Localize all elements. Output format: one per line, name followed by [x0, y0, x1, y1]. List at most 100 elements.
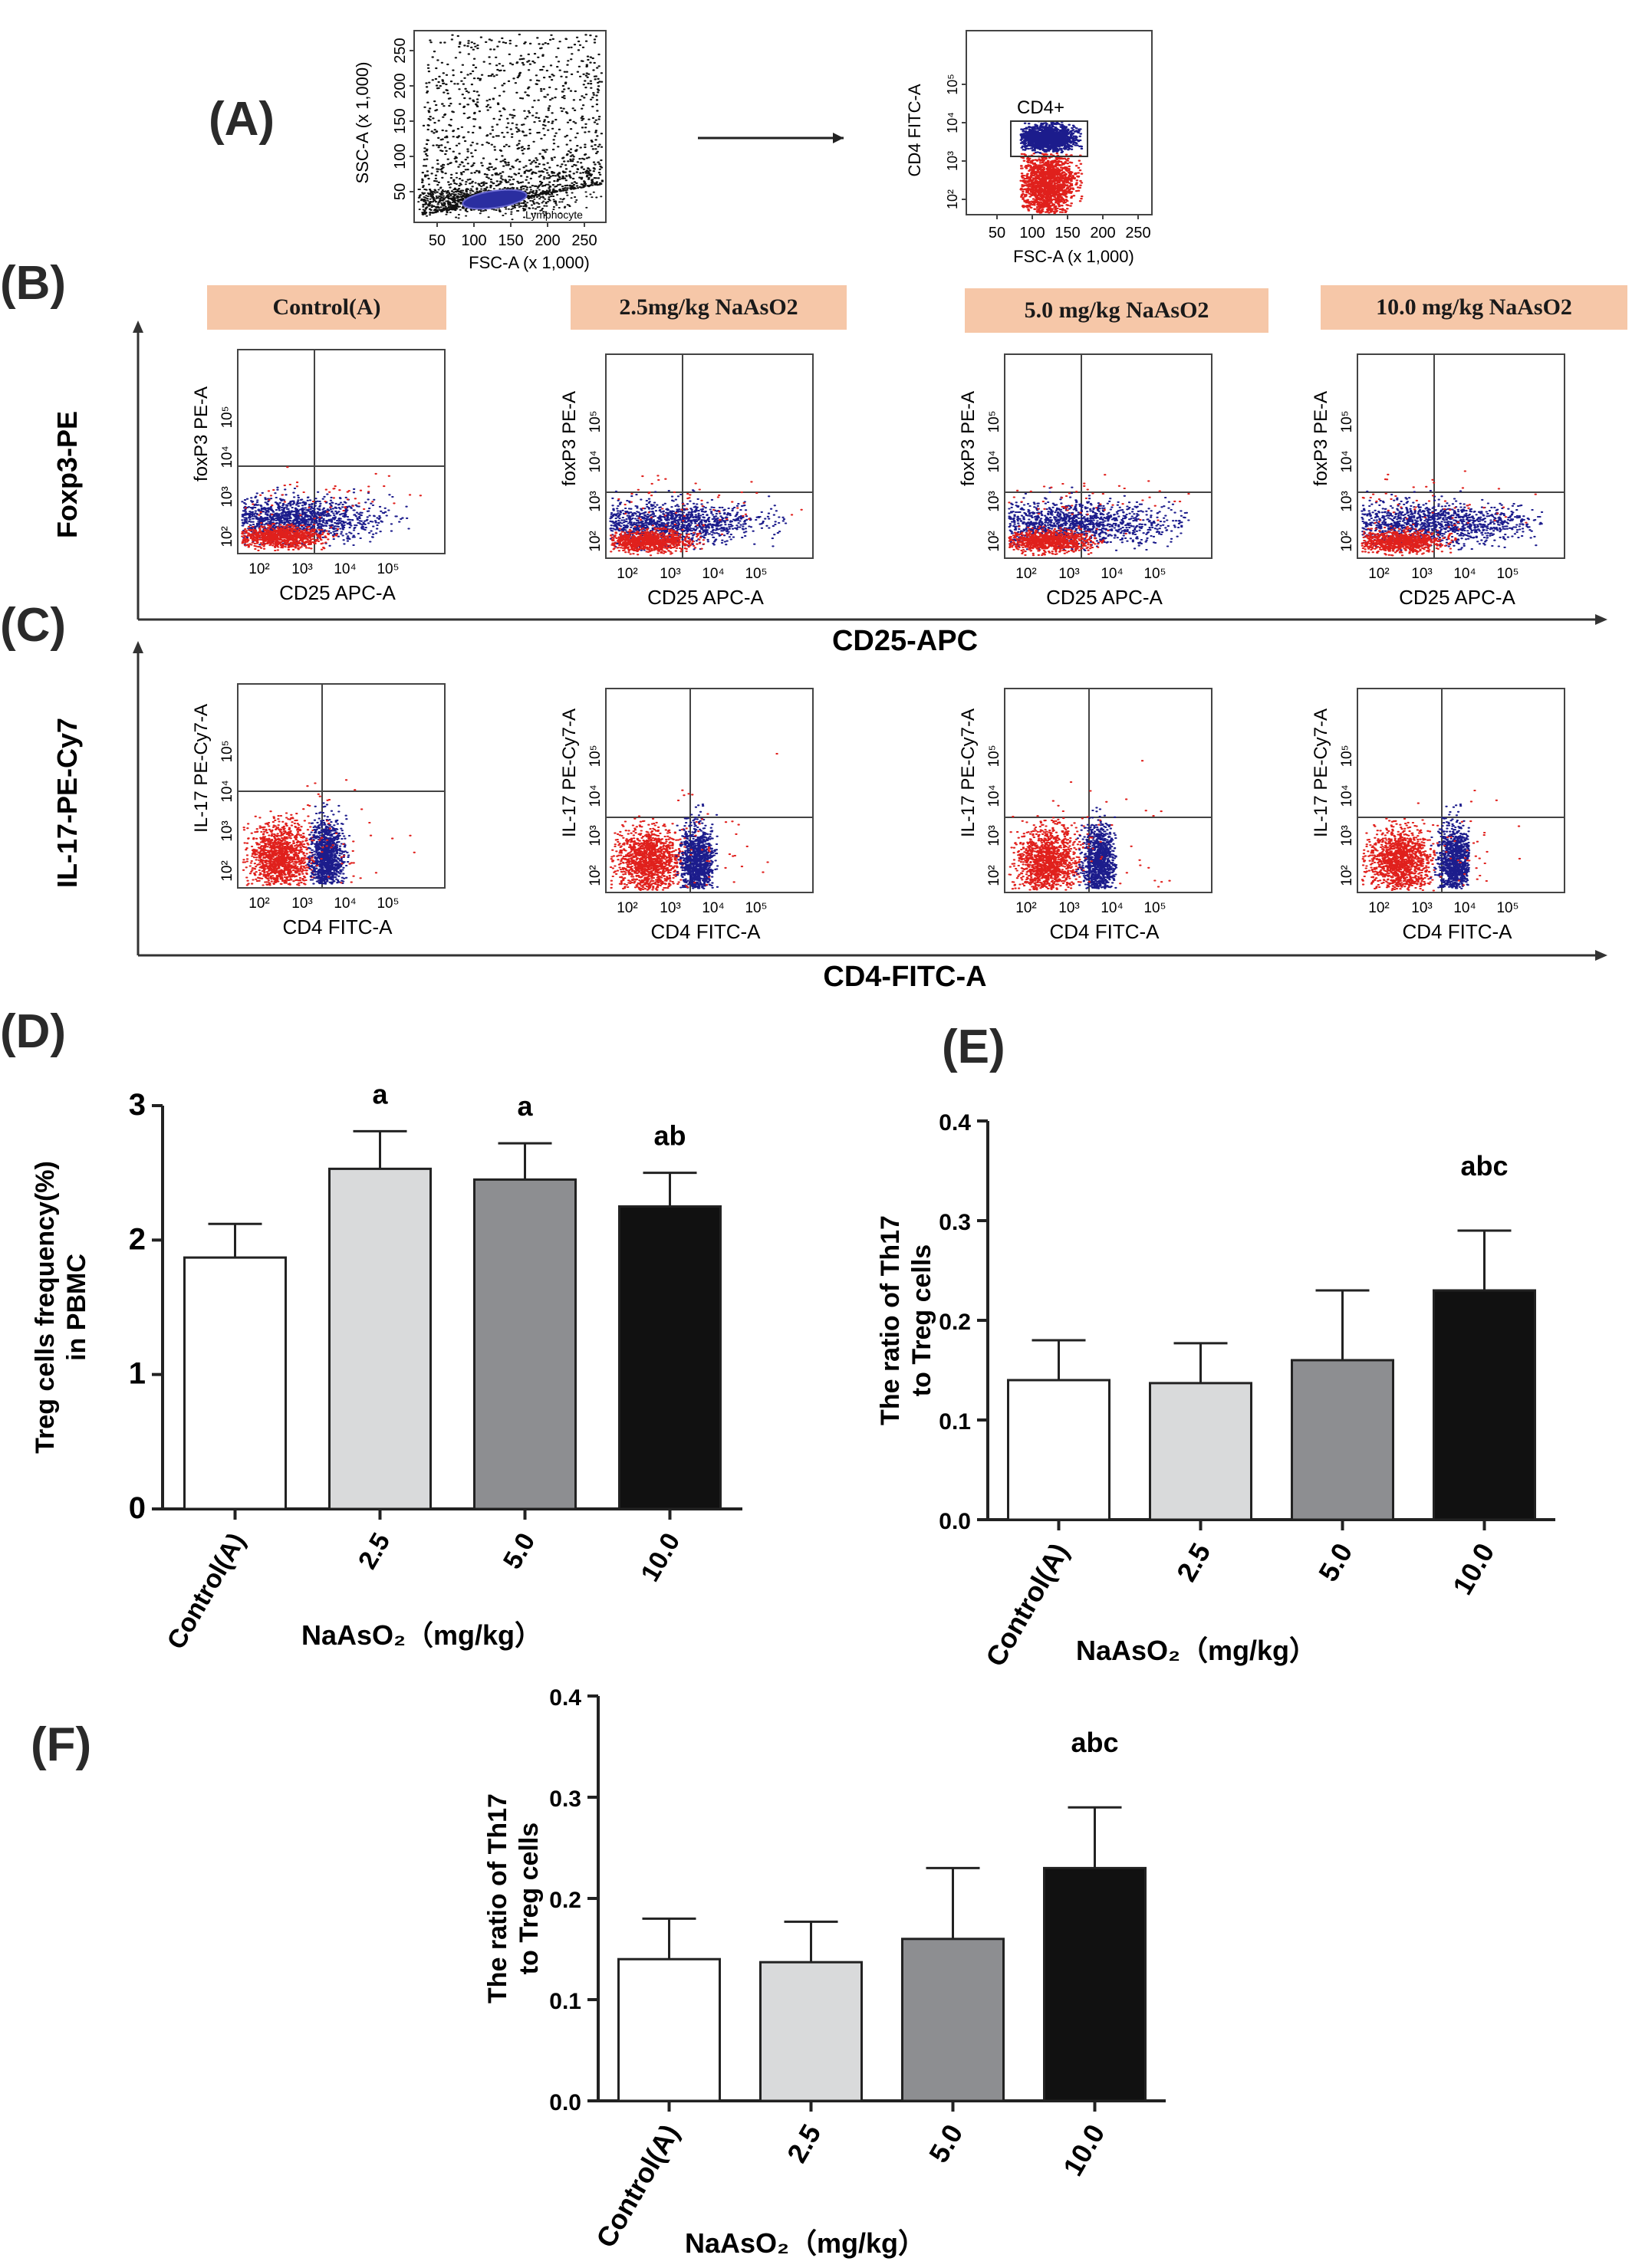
y-axis-label: The ratio of Th17: [876, 1215, 905, 1425]
y-tick-label: 250: [392, 38, 409, 63]
x-tick-label: 150: [1055, 225, 1080, 242]
y-tick-label: 10²: [986, 865, 1002, 886]
y-tick-label: 10³: [219, 820, 235, 841]
y-axis-label: Treg cells frequency(%): [31, 1161, 60, 1454]
y-tick-label: 10⁴: [219, 780, 235, 802]
x-tick-label: 10²: [248, 561, 269, 577]
y-axis-label: SSC-A (x 1,000): [353, 62, 372, 184]
plot-x-label: CD4 FITC-A: [283, 915, 393, 938]
bar: [1433, 1289, 1536, 1521]
bar: [328, 1167, 432, 1510]
y-tick-label: 10³: [945, 151, 960, 171]
panel-letter-f: (F): [31, 1718, 92, 1771]
red-population-dots: [1361, 817, 1436, 892]
y-tick-label: 10⁵: [1339, 410, 1355, 432]
x-tick-label: 10⁵: [377, 561, 399, 577]
plot-y-label: IL-17 PE-Cy7-A: [191, 704, 212, 833]
y-tick-label: 10²: [587, 531, 604, 551]
x-tick-label: 200: [1090, 225, 1115, 242]
x-tick-label: 10³: [1058, 566, 1079, 582]
plot-y-label: foxP3 PE-A: [1311, 391, 1331, 486]
panel-c: IL-17-PE-Cy7 CD4-FITC-A 10² 10² 10³ 10³ 10⁴ 10⁴…: [51, 641, 1607, 989]
x-tick-label: 10³: [291, 896, 312, 912]
y-tick-label: 10²: [945, 189, 960, 209]
red-population-dots: [609, 815, 685, 891]
group-tag-10-0: 10.0 mg/kg NaAsO2: [1321, 285, 1627, 330]
y-axis-label-line2: in PBMC: [62, 1254, 91, 1361]
group-tag-5-0: 5.0 mg/kg NaAsO2: [965, 288, 1268, 333]
blue-population-dots: [241, 486, 410, 547]
bar-chart-body: 0.0 0.1 0.2 0.3 0.4 Control(A) 2.5 5.0 abc 10.0 Th…: [483, 1685, 1166, 2259]
plot-x-label: CD25 APC-A: [647, 586, 764, 609]
y-tick-label: 10⁴: [587, 784, 604, 807]
x-axis-arrowhead: [1595, 950, 1607, 961]
x-tick-label: 10⁴: [1101, 566, 1123, 582]
bar-chart-d: 0 1 2 3 Control(A) a 2.5 a 5.0 ab 10.0 Treg cells f…: [31, 1078, 742, 1655]
y-tick-label: 10²: [986, 531, 1002, 551]
x-tick-label: 10³: [1058, 900, 1079, 916]
y-tick-label: 150: [392, 108, 409, 133]
bar: [183, 1256, 287, 1510]
bar: [901, 1938, 1005, 2102]
x-tick-label: 10³: [660, 566, 680, 582]
y-tick-label: 10³: [986, 491, 1002, 511]
x-tick-label: 10²: [617, 900, 637, 916]
x-tick-label: 10⁴: [334, 896, 356, 912]
y-tick-label: 0: [129, 1491, 146, 1525]
red-population-dots: [1395, 789, 1522, 892]
plot-x-label: CD25 APC-A: [1399, 586, 1515, 609]
y-tick-label: 10⁵: [587, 410, 604, 432]
x-tick-label: 10³: [1411, 566, 1432, 582]
red-population-dots: [1361, 524, 1458, 557]
y-axis-label-line2: to Treg cells: [515, 1823, 544, 1974]
y-tick-label: 0.0: [939, 1509, 971, 1534]
y-tick-label: 10³: [587, 491, 604, 511]
red-population-dots: [1019, 152, 1084, 215]
blue-population-dots: [1019, 120, 1084, 154]
x-tick-label: 2.5: [781, 2119, 828, 2168]
x-tick-label: 10²: [1368, 900, 1389, 916]
x-tick-label: 10.0: [1057, 2119, 1111, 2181]
y-tick-label: 10²: [1339, 865, 1355, 886]
blue-population-dots: [609, 489, 788, 551]
y-tick-label: 10⁴: [1339, 784, 1355, 807]
y-tick-label: 10⁴: [945, 112, 960, 133]
blue-population-dots: [1073, 807, 1118, 889]
y-tick-label: 10³: [587, 825, 604, 846]
plot-y-label: foxP3 PE-A: [958, 391, 979, 486]
cd4-gate: [1010, 120, 1088, 157]
blue-population-dots: [306, 802, 351, 885]
x-tick-label: 10⁴: [702, 566, 724, 582]
x-tick-label: Control(A): [590, 2119, 685, 2253]
x-tick-label: 10⁵: [745, 900, 767, 916]
y-tick-label: 0.0: [549, 2090, 581, 2115]
x-tick-label: 5.0: [923, 2119, 969, 2168]
y-tick-label: 10⁴: [219, 445, 235, 468]
y-tick-label: 10⁴: [986, 784, 1002, 807]
x-tick-label: 250: [1125, 225, 1150, 242]
significance-label: a: [372, 1078, 388, 1109]
y-axis-arrowhead: [133, 320, 143, 333]
red-population-dots: [244, 466, 423, 531]
bar: [617, 1957, 721, 2102]
gate-label: Lymphocyte: [525, 209, 583, 221]
red-population-dots: [1008, 525, 1105, 557]
red-population-dots: [1361, 470, 1537, 540]
x-tick-label: 10³: [660, 900, 680, 916]
blue-population-dots: [675, 803, 719, 889]
bar-chart-body: 0.0 0.1 0.2 0.3 0.4 Control(A) 2.5 5.0 abc 10.0 Th…: [876, 1110, 1555, 1671]
x-tick-label: 10⁵: [377, 896, 399, 912]
plot-y-label: IL-17 PE-Cy7-A: [1311, 708, 1331, 837]
x-tick-label: 10⁵: [1143, 900, 1166, 916]
panel-letter-a: (A): [209, 93, 275, 146]
x-tick-label: 10.0: [1446, 1538, 1501, 1600]
red-population-dots: [1008, 474, 1190, 535]
bar: [759, 1961, 863, 2102]
y-tick-label: 3: [129, 1088, 146, 1122]
x-tick-label: 10⁴: [334, 561, 356, 577]
y-tick-label: 10⁵: [1339, 744, 1355, 767]
y-tick-label: 10³: [1339, 491, 1355, 511]
x-tick-label: 10⁴: [702, 900, 724, 916]
y-tick-label: 10⁴: [986, 450, 1002, 472]
plot-x-label: CD4 FITC-A: [1050, 920, 1160, 943]
